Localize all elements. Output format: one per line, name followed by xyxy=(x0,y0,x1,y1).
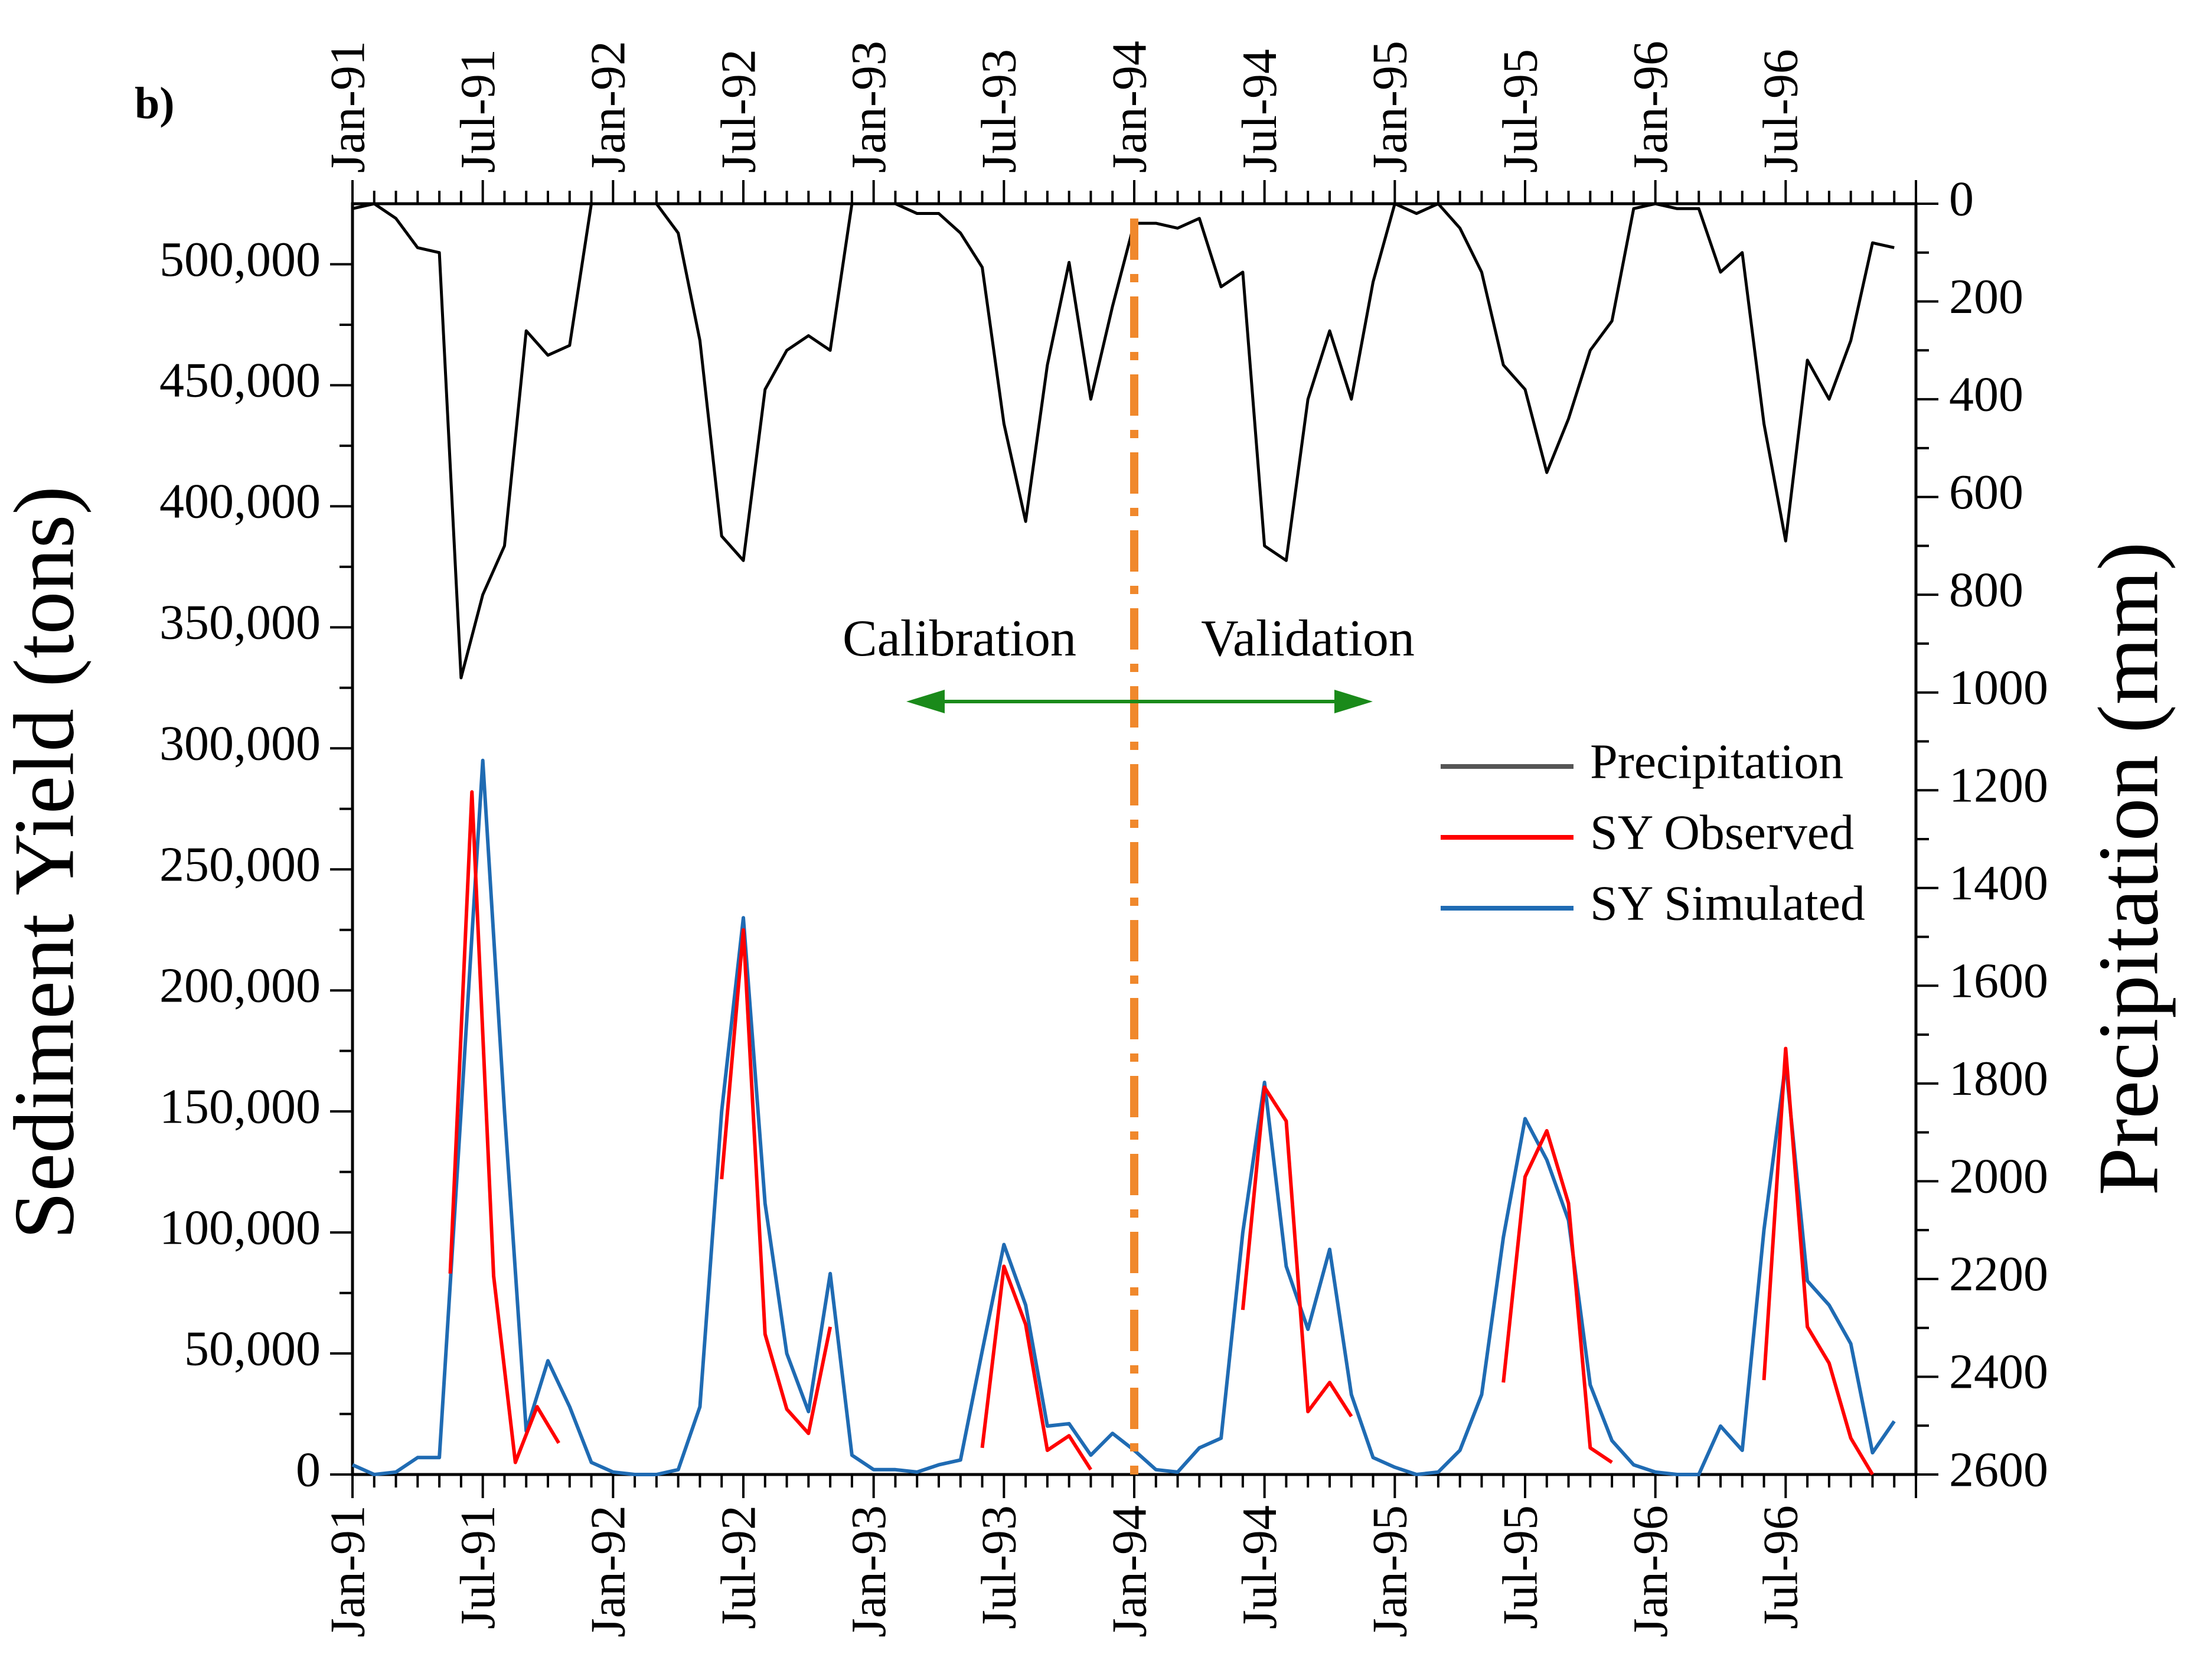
right-tick-label: 0 xyxy=(1949,171,1974,226)
right-tick-label: 2000 xyxy=(1949,1149,2048,1204)
x-tick-label-top: Jul-91 xyxy=(451,49,505,173)
x-tick-label-top: Jul-94 xyxy=(1232,49,1287,173)
left-tick-label: 450,000 xyxy=(159,353,321,408)
x-tick-label-bottom: Jan-91 xyxy=(320,1505,375,1637)
right-tick-label: 1200 xyxy=(1949,758,2048,813)
sy-observed-legend-label: SY Observed xyxy=(1590,805,1854,860)
sy-observed-line-segment xyxy=(720,928,833,1436)
x-tick-label-top: Jul-95 xyxy=(1493,49,1548,173)
validation-label: Validation xyxy=(1201,610,1415,667)
calibration-label: Calibration xyxy=(843,610,1076,667)
right-tick-label: 1400 xyxy=(1949,856,2048,911)
precipitation-legend-label: Precipitation xyxy=(1590,734,1843,789)
x-tick-label-bottom: Jul-95 xyxy=(1493,1505,1548,1629)
right-tick-label: 800 xyxy=(1949,562,2023,617)
left-tick-label: 0 xyxy=(296,1442,321,1497)
x-tick-label-bottom: Jul-93 xyxy=(972,1505,1027,1629)
sy-observed-line-segment xyxy=(1240,1085,1353,1418)
right-tick-label: 1600 xyxy=(1949,954,2048,1009)
left-tick-label: 50,000 xyxy=(184,1321,321,1376)
x-tick-label-bottom: Jul-96 xyxy=(1754,1505,1808,1629)
left-tick-label: 100,000 xyxy=(159,1200,321,1255)
left-axis-title: Sediment Yield (tons) xyxy=(0,486,92,1239)
right-tick-label: 2200 xyxy=(1949,1247,2048,1301)
left-tick-label: 250,000 xyxy=(159,837,321,892)
x-tick-label-top: Jan-93 xyxy=(841,41,896,173)
x-tick-label-top: Jul-96 xyxy=(1754,49,1808,173)
panel-label: b) xyxy=(135,79,175,128)
left-tick-label: 500,000 xyxy=(159,232,321,287)
right-tick-label: 400 xyxy=(1949,367,2023,422)
left-tick-label: 400,000 xyxy=(159,474,321,529)
right-axis-title: Precipitation (mm) xyxy=(2081,542,2176,1196)
sy-observed-line-segment xyxy=(448,790,560,1464)
left-tick-label: 150,000 xyxy=(159,1079,321,1134)
sy-simulated-legend-label: SY Simulated xyxy=(1590,876,1865,931)
left-tick-label: 350,000 xyxy=(159,595,321,650)
sy-observed-line-segment xyxy=(980,1264,1092,1471)
labels-layer: Jan-91 Jan-91 Jul-91 Jul-91 Jan-92 Jan-92 Jul-… xyxy=(0,41,2176,1637)
sy-simulated-line xyxy=(351,758,1896,1476)
sy-observed-line-segment xyxy=(1762,1046,1875,1476)
right-tick-label: 2600 xyxy=(1949,1442,2048,1497)
left-tick-label: 300,000 xyxy=(159,716,321,771)
annotation-layer: Calibration Validation xyxy=(843,218,1415,1475)
x-tick-label-bottom: Jan-92 xyxy=(581,1505,636,1637)
x-tick-label-bottom: Jan-95 xyxy=(1363,1505,1418,1637)
x-tick-label-top: Jan-91 xyxy=(320,41,375,173)
x-tick-label-top: Jan-92 xyxy=(581,41,636,173)
calibration-arrow-head xyxy=(906,690,945,713)
x-tick-label-top: Jan-94 xyxy=(1102,41,1157,173)
right-tick-label: 2400 xyxy=(1949,1345,2048,1400)
sy-observed-line-segment xyxy=(1501,1128,1613,1464)
x-tick-label-top: Jul-93 xyxy=(972,49,1027,173)
right-tick-label: 200 xyxy=(1949,269,2023,324)
right-tick-label: 1800 xyxy=(1949,1051,2048,1106)
x-tick-label-bottom: Jul-94 xyxy=(1232,1505,1287,1629)
x-tick-label-bottom: Jul-92 xyxy=(711,1505,766,1629)
x-tick-label-top: Jan-96 xyxy=(1623,41,1678,173)
right-tick-label: 1000 xyxy=(1949,660,2048,715)
validation-arrow-head xyxy=(1334,690,1373,713)
legend: Precipitation SY Observed SY Simulated xyxy=(1441,734,1865,931)
left-tick-label: 200,000 xyxy=(159,958,321,1013)
x-tick-label-top: Jan-95 xyxy=(1363,41,1418,173)
series-layer xyxy=(351,202,1896,1476)
x-tick-label-bottom: Jul-91 xyxy=(451,1505,505,1629)
x-tick-label-bottom: Jan-96 xyxy=(1623,1505,1678,1637)
right-tick-label: 600 xyxy=(1949,465,2023,520)
precipitation-line xyxy=(352,202,1895,680)
x-tick-label-bottom: Jan-93 xyxy=(841,1505,896,1637)
x-tick-label-bottom: Jan-94 xyxy=(1102,1505,1157,1637)
x-tick-label-top: Jul-92 xyxy=(711,49,766,173)
